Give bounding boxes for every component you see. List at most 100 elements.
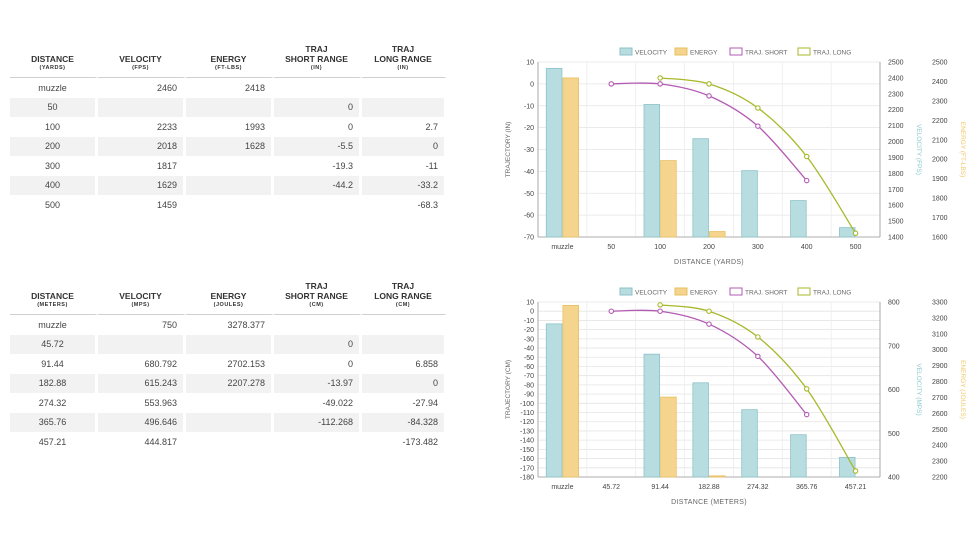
traj-long-point xyxy=(706,308,712,314)
legend-label: VELOCITY xyxy=(635,290,668,297)
cell-traj-long: 0 xyxy=(362,373,447,393)
traj-long-point xyxy=(755,105,761,111)
legend-label: ENERGY xyxy=(690,50,718,57)
cell-traj-long: 0 xyxy=(362,136,447,156)
cell-traj-long: 6.858 xyxy=(362,354,447,374)
column-header-title: ENERGY xyxy=(210,291,247,301)
y-tick-label-velocity: 1900 xyxy=(888,155,904,162)
table-row: 200 2018 1628 -5.5 0 xyxy=(10,136,447,156)
cell-distance: 400 xyxy=(10,175,98,195)
cell-energy xyxy=(186,175,274,195)
y-tick-label-left: 10 xyxy=(526,300,534,307)
column-header-unit: (FT-LBS) xyxy=(215,65,242,71)
traj-short-point xyxy=(755,123,761,129)
table-row: 45.72 0 xyxy=(10,334,447,354)
table-header-row: DISTANCE (YARDS) VELOCITY (FPS) ENERGY (FT-LB… xyxy=(10,44,447,78)
cell-traj-short xyxy=(274,78,362,98)
cell-velocity: 496.646 xyxy=(98,412,186,432)
x-tick-label: 100 xyxy=(654,244,666,251)
legend-swatch-2 xyxy=(729,287,743,296)
cell-energy xyxy=(186,432,274,452)
y-tick-label-velocity: 2100 xyxy=(888,123,904,130)
cell-traj-long xyxy=(362,97,447,117)
cell-energy xyxy=(186,393,274,413)
column-header-traj-short: TRAJ SHORT RANGE (CM) xyxy=(274,281,362,315)
velocity-bar xyxy=(692,382,709,478)
ballistics-chart-metric: VELOCITY ENERGY TRAJ. SHORT TRAJ. LONG 10 0 -1… xyxy=(505,287,966,506)
y-tick-label-velocity: 1400 xyxy=(888,235,904,242)
column-header-title: TRAJ xyxy=(305,44,328,54)
y-tick-label-left: -60 xyxy=(524,213,534,220)
cell-velocity xyxy=(98,97,186,117)
legend-swatch-2 xyxy=(729,47,743,56)
table-row: 182.88 615.243 2207.278 -13.97 0 xyxy=(10,373,447,393)
velocity-bar xyxy=(790,434,807,478)
traj-long-point xyxy=(852,230,859,237)
cell-traj-short: 0 xyxy=(274,334,362,354)
cell-distance: 45.72 xyxy=(10,334,98,354)
cell-traj-short: -49.022 xyxy=(274,393,362,413)
cell-velocity: 615.243 xyxy=(98,373,186,393)
y-tick-label-energy: 2800 xyxy=(932,379,948,386)
cell-velocity: 444.817 xyxy=(98,432,186,452)
cell-energy xyxy=(186,156,274,176)
cell-velocity: 2460 xyxy=(98,78,186,98)
x-tick-label: 274.32 xyxy=(747,484,769,491)
table-row: 50 0 xyxy=(10,97,447,117)
velocity-bar xyxy=(790,200,807,238)
y-tick-label-energy: 1700 xyxy=(932,215,948,222)
traj-short-point xyxy=(657,308,663,314)
y-tick-label-left: 0 xyxy=(530,309,534,316)
column-header-velocity: VELOCITY (FPS) xyxy=(98,44,186,78)
cell-distance: 200 xyxy=(10,136,98,156)
x-tick-label: 400 xyxy=(801,244,813,251)
energy-bar xyxy=(562,305,579,478)
y-axis-label-velocity: VELOCITY (MPS) xyxy=(915,363,922,415)
column-header-title: TRAJ xyxy=(305,281,328,291)
traj-short-point xyxy=(608,81,615,87)
column-header-unit: (FPS) xyxy=(132,65,149,71)
x-tick-label: 91.44 xyxy=(651,484,669,491)
y-tick-label-left: -70 xyxy=(524,235,534,242)
cell-traj-long: -173.482 xyxy=(362,432,447,452)
x-tick-label: 182.88 xyxy=(698,484,720,491)
column-header-distance: DISTANCE (METERS) xyxy=(10,281,98,315)
column-header-title: DISTANCE xyxy=(31,291,74,301)
traj-long-point xyxy=(803,153,810,160)
cell-distance: muzzle xyxy=(10,78,98,98)
x-axis-label: DISTANCE (METERS) xyxy=(671,499,747,506)
y-tick-label-left: -10 xyxy=(524,103,534,110)
x-tick-label: 500 xyxy=(850,244,862,251)
y-axis-label-velocity: VELOCITY (FPS) xyxy=(915,124,922,175)
y-tick-label-velocity: 600 xyxy=(888,387,900,394)
y-tick-label-velocity: 1700 xyxy=(888,187,904,194)
y-tick-label-left: 10 xyxy=(526,60,534,67)
y-tick-label-left: -60 xyxy=(524,364,534,371)
y-tick-label-energy: 2000 xyxy=(932,157,948,164)
y-tick-label-left: -70 xyxy=(524,373,534,380)
legend-label: ENERGY xyxy=(690,290,718,297)
y-tick-label-left: -160 xyxy=(520,456,534,463)
y-tick-label-left: -20 xyxy=(524,327,534,334)
y-tick-label-energy: 1800 xyxy=(932,196,948,203)
cell-traj-long xyxy=(362,334,447,354)
y-tick-label-energy: 2900 xyxy=(932,363,948,370)
cell-distance: muzzle xyxy=(10,315,98,335)
y-tick-label-energy: 2200 xyxy=(932,475,948,482)
cell-velocity: 750 xyxy=(98,315,186,335)
table-header-row: DISTANCE (METERS) VELOCITY (MPS) ENERGY (JOUL… xyxy=(10,281,447,315)
y-axis-label-left: TRAJECTORY (CM) xyxy=(505,360,512,419)
cell-traj-short: 0 xyxy=(274,354,362,374)
cell-traj-long: -33.2 xyxy=(362,175,447,195)
cell-energy: 1993 xyxy=(186,117,274,137)
cell-distance: 274.32 xyxy=(10,393,98,413)
legend-label: TRAJ. SHORT xyxy=(745,290,788,297)
cell-traj-short: -44.2 xyxy=(274,175,362,195)
x-tick-label: 45.72 xyxy=(603,484,621,491)
energy-bar xyxy=(660,160,677,238)
ballistics-chart-imperial: VELOCITY ENERGY TRAJ. SHORT TRAJ. LONG100-1… xyxy=(505,47,966,266)
y-axis-label-energy: ENERGY (JOULES) xyxy=(959,360,966,419)
traj-long-point xyxy=(706,81,712,87)
table-row: 91.44 680.792 2702.153 0 6.858 xyxy=(10,354,447,374)
cell-energy xyxy=(186,195,274,215)
